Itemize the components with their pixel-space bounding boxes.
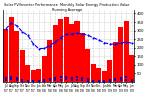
Bar xyxy=(42,56,47,82)
Bar xyxy=(25,65,30,82)
Bar xyxy=(91,64,96,82)
Bar xyxy=(124,21,129,82)
Bar xyxy=(75,21,80,82)
Bar xyxy=(69,24,74,82)
Bar xyxy=(129,55,134,82)
Bar xyxy=(102,71,107,82)
Text: Solar PV/Inverter Performance  Monthly Solar Energy Production Value  Running Av: Solar PV/Inverter Performance Monthly So… xyxy=(4,3,130,12)
Bar xyxy=(36,69,41,82)
Bar xyxy=(14,31,19,82)
Bar xyxy=(58,19,63,82)
Bar xyxy=(80,33,85,82)
Bar xyxy=(53,25,58,82)
Bar xyxy=(118,27,123,82)
Bar xyxy=(3,29,8,82)
Bar xyxy=(9,17,14,82)
Bar xyxy=(96,68,101,82)
Bar xyxy=(64,17,69,82)
Bar xyxy=(113,42,118,82)
Bar xyxy=(31,70,36,82)
Bar xyxy=(85,49,90,82)
Bar xyxy=(20,50,25,82)
Bar xyxy=(107,60,112,82)
Bar xyxy=(47,40,52,82)
